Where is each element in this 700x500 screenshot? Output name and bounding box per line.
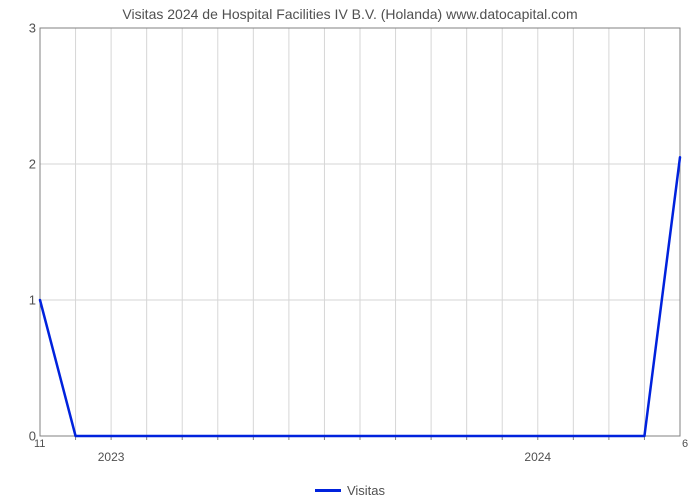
chart-svg [0,0,700,500]
legend: Visitas [0,483,700,498]
x-year-label: 2023 [98,450,125,464]
y-tick-label: 3 [29,21,36,36]
legend-swatch [315,489,341,492]
x-corner-left: 11 [34,438,45,450]
x-corner-right: 6 [682,438,688,450]
x-year-label: 2024 [524,450,551,464]
chart-container: Visitas 2024 de Hospital Facilities IV B… [0,0,700,500]
y-tick-label: 1 [29,293,36,308]
legend-label: Visitas [347,483,385,498]
y-tick-label: 2 [29,157,36,172]
